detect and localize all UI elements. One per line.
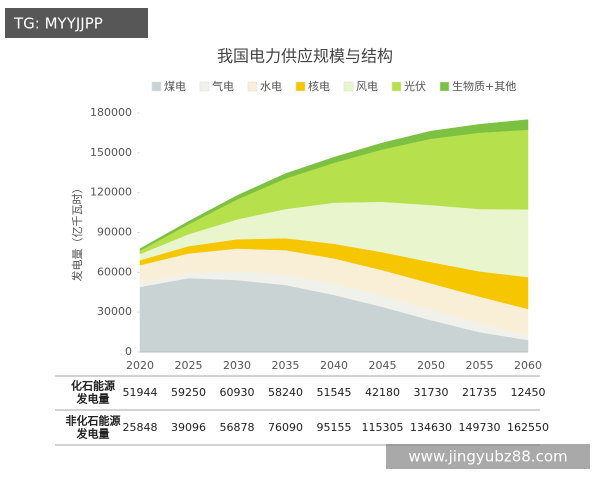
watermark: www.jingyubz88.com — [408, 448, 567, 466]
x-tick-label: 2025 — [175, 359, 203, 372]
table-cell: 149730 — [459, 421, 501, 434]
y-tick-label: 180000 — [90, 106, 132, 119]
table-cell: 42180 — [365, 386, 400, 399]
table-cell: 21735 — [462, 386, 497, 399]
y-tick-label: 150000 — [90, 146, 132, 159]
legend-label: 煤电 — [164, 80, 186, 93]
y-axis-label: 发电量（亿千瓦时） — [70, 183, 84, 282]
legend-swatch — [439, 81, 450, 92]
area — [139, 119, 529, 251]
watermark-box — [386, 444, 590, 469]
table-cell: 12450 — [511, 386, 546, 399]
table-cell: 56878 — [220, 421, 255, 434]
table-cell: 162550 — [507, 421, 549, 434]
legend-swatch — [343, 81, 354, 92]
table-cell: 95155 — [317, 421, 352, 434]
legend-label: 风电 — [356, 80, 378, 93]
y-tick-label: 60000 — [97, 265, 132, 278]
y-tick-label: 90000 — [97, 226, 132, 239]
x-tick-label: 2055 — [466, 359, 494, 372]
table-cell: 134630 — [410, 421, 452, 434]
chart-title: 我国电力供应规模与结构 — [217, 47, 393, 66]
y-tick-label: 0 — [125, 345, 132, 358]
table-cell: 76090 — [268, 421, 303, 434]
x-tick-label: 2045 — [369, 359, 397, 372]
y-tick-label: 120000 — [90, 186, 132, 199]
x-tick-label: 2030 — [223, 359, 251, 372]
legend-label: 气电 — [212, 79, 234, 93]
legend-swatch — [295, 81, 306, 92]
table-cell: 115305 — [362, 421, 404, 434]
legend-swatch — [391, 81, 402, 92]
x-tick-label: 2060 — [514, 359, 542, 372]
table-cell: 58240 — [268, 386, 303, 399]
watermark: TG: MYYJJPP — [13, 15, 103, 33]
x-tick-label: 2020 — [126, 359, 154, 372]
table-cell: 51944 — [123, 386, 158, 399]
legend-label: 水电 — [260, 80, 282, 93]
y-tick-label: 30000 — [97, 305, 132, 318]
watermark-box — [5, 8, 148, 38]
legend-label: 生物质+其他 — [452, 79, 516, 93]
table-cell: 59250 — [171, 386, 206, 399]
row-label: 化石能源发电量 — [71, 379, 115, 406]
legend-label: 核电 — [308, 79, 330, 93]
table-cell: 51545 — [317, 386, 352, 399]
x-tick-label: 2035 — [272, 359, 300, 372]
legend-swatch — [151, 81, 162, 92]
table-cell: 60930 — [220, 386, 255, 399]
legend-label: 光伏 — [404, 79, 426, 93]
legend-swatch — [247, 81, 258, 92]
legend-swatch — [199, 81, 210, 92]
table-cell: 39096 — [171, 421, 206, 434]
x-tick-label: 2050 — [417, 359, 445, 372]
row-label: 非化石能源发电量 — [66, 414, 121, 441]
table-cell: 31730 — [414, 386, 449, 399]
table-cell: 25848 — [123, 421, 158, 434]
x-tick-label: 2040 — [320, 359, 348, 372]
